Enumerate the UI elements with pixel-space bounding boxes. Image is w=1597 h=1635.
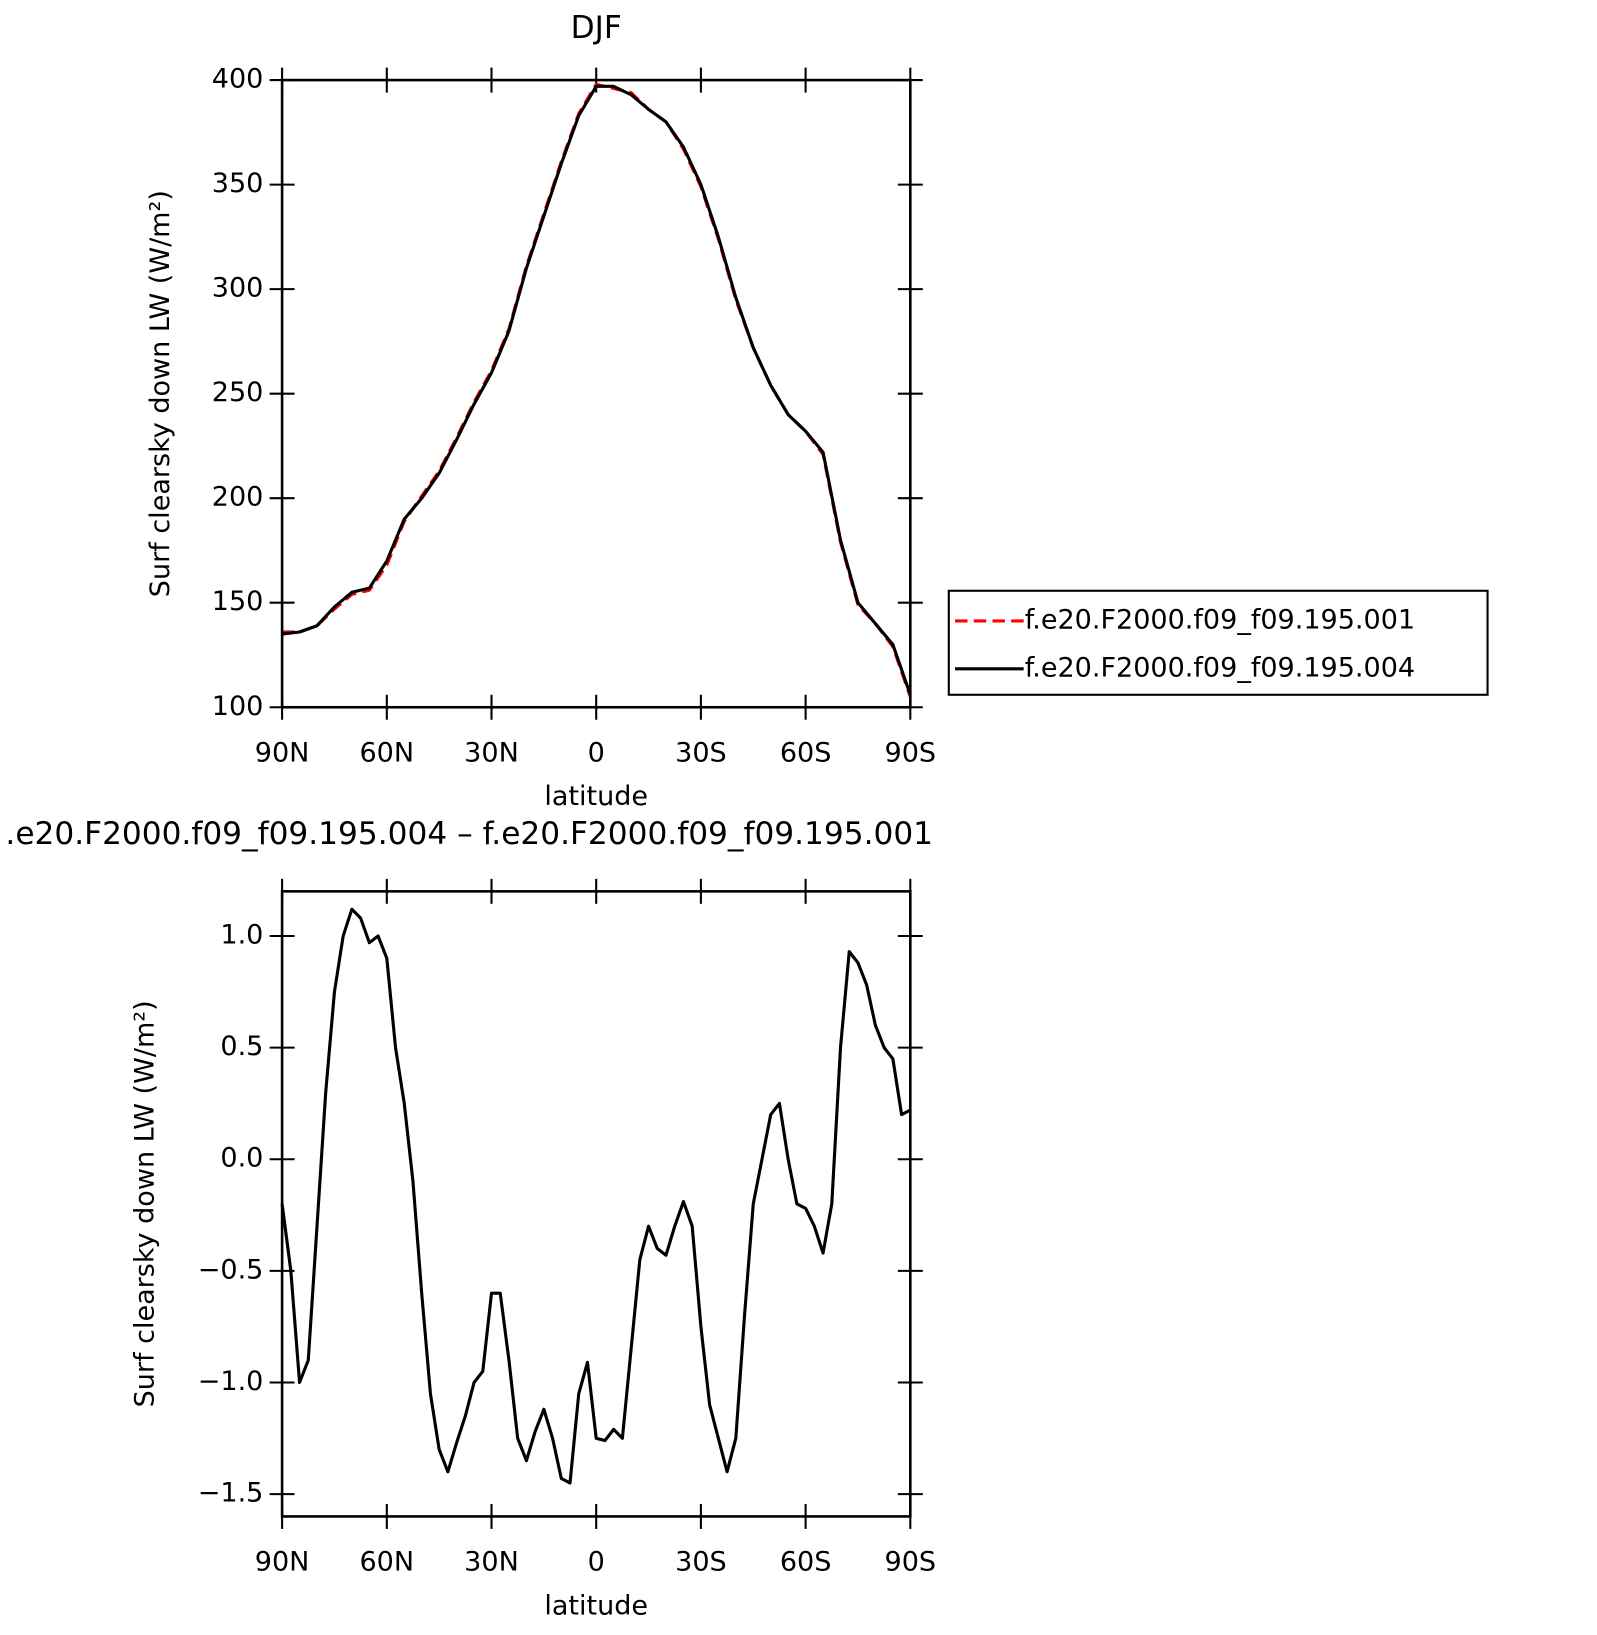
x-tick-label: 60S bbox=[780, 738, 832, 769]
x-axis-label: latitude bbox=[544, 1590, 648, 1621]
y-tick-label: 150 bbox=[212, 586, 264, 617]
y-tick-label: 350 bbox=[212, 168, 264, 199]
y-tick-label: 0.0 bbox=[220, 1143, 263, 1174]
x-axis-label: latitude bbox=[544, 781, 648, 812]
x-tick-label: 30S bbox=[675, 738, 727, 769]
x-tick-label: 30S bbox=[675, 1547, 727, 1578]
y-axis-label: Surf clearsky down LW (W/m²) bbox=[145, 190, 176, 597]
y-tick-label: 400 bbox=[212, 64, 264, 95]
series-line bbox=[280, 907, 912, 1485]
series-line bbox=[282, 82, 912, 698]
x-tick-label: 60N bbox=[359, 738, 414, 769]
x-tick-label: 0 bbox=[588, 1547, 605, 1578]
y-tick-label: 300 bbox=[212, 273, 264, 304]
y-axis-label: Surf clearsky down LW (W/m²) bbox=[129, 1000, 160, 1407]
x-tick-label: 90S bbox=[885, 1547, 937, 1578]
chart-title: .e20.F2000.f09_f09.195.004 – f.e20.F2000… bbox=[5, 816, 933, 852]
y-tick-label: 200 bbox=[212, 482, 264, 513]
x-tick-label: 60N bbox=[359, 1547, 414, 1578]
legend-box bbox=[947, 589, 1489, 696]
x-tick-label: 90S bbox=[885, 738, 937, 769]
x-tick-label: 0 bbox=[588, 738, 605, 769]
y-tick-label: −1.5 bbox=[198, 1478, 264, 1509]
series-line bbox=[281, 84, 912, 696]
y-tick-label: 1.0 bbox=[220, 919, 263, 950]
y-tick-label: 100 bbox=[212, 691, 264, 722]
x-tick-label: 90N bbox=[255, 1547, 310, 1578]
x-tick-label: 30N bbox=[464, 1547, 519, 1578]
legend-label: f.e20.F2000.f09_f09.195.004 bbox=[1025, 652, 1415, 683]
y-tick-label: 250 bbox=[212, 377, 264, 408]
plot-frame bbox=[280, 78, 912, 709]
plot-frame bbox=[280, 890, 912, 1518]
y-tick-label: −0.5 bbox=[198, 1254, 264, 1285]
legend-label: f.e20.F2000.f09_f09.195.001 bbox=[1025, 604, 1415, 635]
chart-title: DJF bbox=[571, 10, 622, 46]
x-tick-label: 30N bbox=[464, 738, 519, 769]
y-tick-label: −1.0 bbox=[198, 1366, 264, 1397]
y-tick-label: 0.5 bbox=[220, 1031, 263, 1062]
x-tick-label: 60S bbox=[780, 1547, 832, 1578]
x-tick-label: 90N bbox=[255, 738, 310, 769]
